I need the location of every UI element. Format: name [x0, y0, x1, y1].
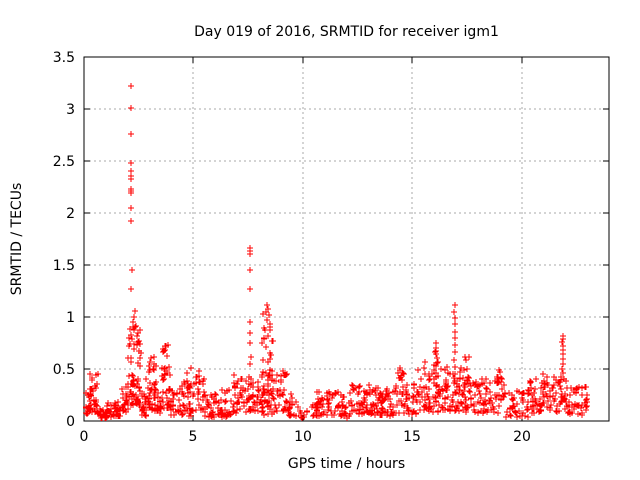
- x-tick-label: 5: [189, 429, 198, 445]
- plot-frame: [83, 56, 610, 422]
- x-tick-label: 20: [513, 429, 531, 445]
- y-tick-label: 3: [66, 102, 75, 118]
- y-tick-label: 3.5: [53, 50, 75, 66]
- x-axis-label: GPS time / hours: [287, 456, 406, 472]
- y-tick-label: 1.5: [53, 258, 75, 274]
- x-tick-label: 10: [294, 429, 312, 445]
- y-tick-label: 1: [66, 310, 75, 326]
- x-tick-label: 0: [80, 429, 89, 445]
- y-axis-label: SRMTID / TECUs: [9, 182, 25, 296]
- y-tick-label: 0.5: [53, 362, 75, 378]
- y-tick-label: 2.5: [53, 154, 75, 170]
- chart-title: Day 019 of 2016, SRMTID for receiver igm…: [194, 24, 499, 40]
- x-tick-label: 15: [403, 429, 421, 445]
- data-points: [83, 83, 590, 421]
- y-tick-label: 2: [66, 206, 75, 222]
- y-tick-label: 0: [66, 414, 75, 430]
